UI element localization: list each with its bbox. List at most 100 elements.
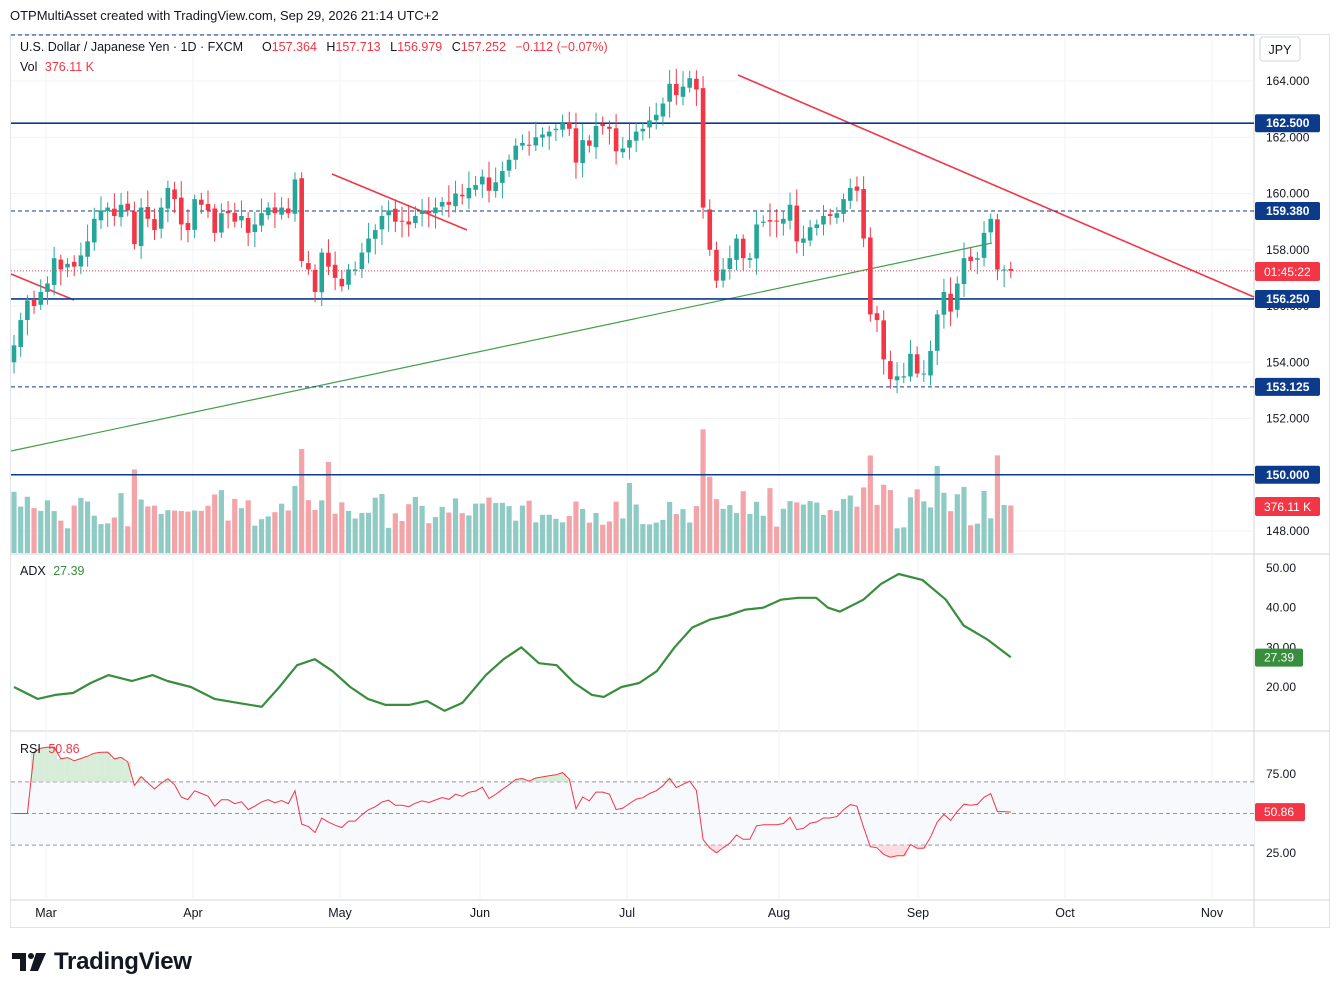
candle-body [306, 263, 311, 270]
rsi-oversold-fill [873, 845, 881, 848]
candle-body [252, 224, 258, 233]
candle-body [279, 207, 284, 215]
volume-bar [693, 506, 699, 553]
candle-body [948, 293, 953, 312]
legend-high: 157.713 [335, 40, 380, 54]
volume-bar [292, 485, 298, 553]
candle-body [125, 203, 131, 211]
candle-body [352, 269, 358, 271]
level-price-badge [1255, 465, 1320, 484]
candle-body [393, 208, 398, 222]
candle-body [152, 219, 157, 231]
volume-bar [580, 509, 586, 553]
volume-bar [566, 515, 572, 553]
volume-bar [439, 506, 445, 553]
candle-body [91, 218, 97, 243]
volume-bar [225, 520, 231, 553]
volume-bar [934, 465, 940, 553]
volume-bar [145, 506, 151, 553]
rsi-tick-label: 75.00 [1266, 767, 1296, 781]
volume-bar [305, 500, 311, 553]
attribution-header: OTPMultiAsset created with TradingView.c… [10, 8, 439, 23]
candle-body [794, 205, 800, 242]
volume-bar [419, 505, 425, 553]
volume-bar [513, 520, 519, 553]
volume-bar [700, 429, 706, 553]
volume-bar [881, 484, 887, 553]
rsi-overbought-fill [64, 757, 71, 782]
volume-bar [245, 500, 251, 553]
candle-body [526, 144, 532, 146]
candle-body [413, 216, 418, 224]
rsi-overbought-fill [70, 760, 78, 782]
price-tick-label: 160.000 [1266, 187, 1310, 201]
candle-body [500, 171, 505, 183]
volume-bar [51, 511, 57, 553]
adx-tick-label: 40.00 [1266, 601, 1296, 615]
rsi-oversold-fill [713, 845, 720, 853]
volume-bar [426, 523, 432, 553]
countdown-badge [1255, 262, 1320, 281]
volume-bar [212, 494, 218, 553]
candle-body [1001, 269, 1007, 271]
candle-body [667, 83, 672, 102]
volume-bar [218, 490, 224, 553]
volume-bar [553, 518, 559, 553]
candle-body [379, 216, 385, 230]
volume-bar [740, 491, 746, 553]
candlestick-series [11, 68, 1014, 394]
candle-body [299, 178, 304, 261]
volume-bar [158, 513, 164, 553]
volume-bar [131, 469, 138, 553]
rsi-oversold-fill [880, 845, 888, 855]
candle-body [520, 142, 525, 146]
candle-body [747, 258, 753, 260]
rsi-line [14, 746, 1011, 858]
volume-bar [727, 505, 733, 553]
candle-body [138, 207, 144, 247]
volume-bar [767, 488, 773, 553]
price-tick-label: 162.000 [1266, 130, 1310, 144]
volume-bar [680, 509, 686, 553]
candle-body [546, 131, 552, 137]
candle-body [466, 187, 472, 199]
time-tick-label: Jul [619, 906, 635, 920]
volume-bar [459, 513, 465, 553]
march-resistance-trendline [10, 273, 75, 301]
candle-body [486, 177, 492, 191]
rsi-oversold-fill [900, 845, 908, 856]
candle-body [934, 314, 940, 351]
candle-body [1008, 268, 1014, 271]
rsi-overbought-fill [117, 757, 125, 782]
time-tick-label: Oct [1055, 906, 1075, 920]
volume-bar [827, 510, 833, 553]
volume-bar [733, 512, 740, 553]
volume-bar [673, 514, 679, 553]
rsi-overbought-fill [519, 778, 526, 782]
tradingview-logo: TradingView [12, 948, 192, 976]
rsi-value-label: 50.86 [1264, 805, 1294, 819]
candle-body [540, 134, 545, 138]
candle-body [265, 207, 271, 216]
candle-body [914, 354, 920, 374]
level-price-label: 156.250 [1266, 292, 1310, 306]
rsi-oversold-fill [920, 845, 928, 849]
candle-body [854, 186, 860, 191]
price-tick-label: 148.000 [1266, 524, 1310, 538]
volume-bar [493, 502, 499, 553]
volume-bar [78, 497, 84, 553]
rsi-overbought-fill [164, 778, 172, 782]
rsi-overbought-fill [30, 752, 38, 782]
volume-bar [151, 505, 158, 553]
volume-bar [807, 501, 813, 553]
candle-body [847, 187, 853, 201]
candle-body [834, 213, 840, 218]
candle-body [145, 206, 151, 219]
legend-low: 156.979 [397, 40, 442, 54]
rsi-band-fill [11, 781, 1254, 846]
candle-body [908, 353, 913, 377]
may-resistance-trendline [331, 173, 468, 231]
volume-bar [171, 510, 178, 553]
volume-bar [861, 487, 867, 553]
